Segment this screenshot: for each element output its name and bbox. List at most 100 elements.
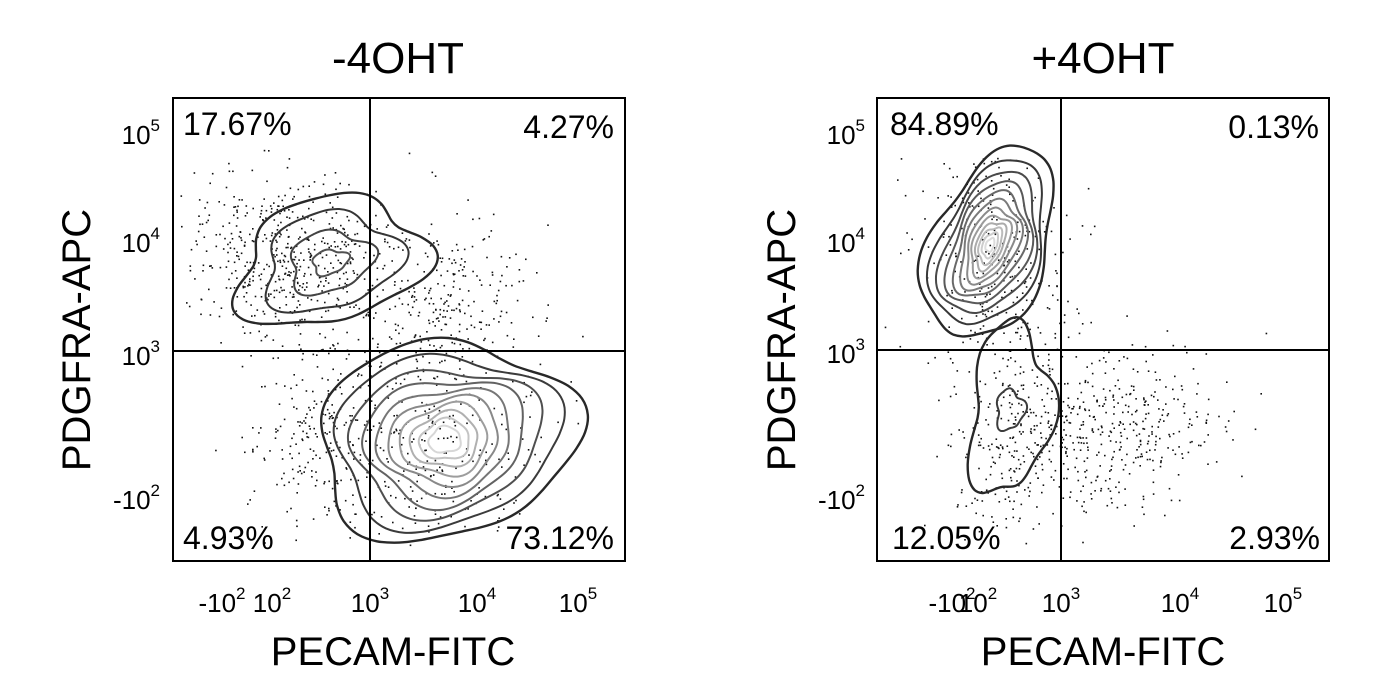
event-dot [1014, 419, 1017, 421]
event-dot [1142, 427, 1144, 430]
event-dot [1052, 512, 1054, 515]
event-dot [1022, 431, 1024, 433]
event-dot [1111, 502, 1113, 504]
event-dot [443, 309, 445, 312]
event-dot [484, 337, 486, 340]
event-dot [490, 230, 493, 232]
event-dot [437, 317, 439, 319]
event-dot [1088, 409, 1090, 412]
event-dot [219, 233, 221, 236]
event-dot [974, 391, 976, 394]
quadrant-ur-percent: 4.27% [523, 109, 614, 145]
event-dot [1003, 332, 1005, 334]
event-dot [995, 377, 997, 379]
event-dot [391, 388, 394, 390]
event-dot [478, 217, 481, 220]
event-dot [1118, 388, 1121, 390]
event-dot [461, 299, 464, 302]
event-dot [394, 323, 397, 326]
event-dot [340, 479, 342, 482]
event-dot [279, 307, 281, 309]
event-dot [386, 458, 388, 460]
event-dot [1011, 390, 1014, 392]
event-dot [297, 282, 299, 285]
event-dot [947, 351, 950, 353]
event-dot [348, 219, 350, 222]
event-dot [399, 429, 401, 432]
event-dot [395, 329, 397, 331]
event-dot [505, 284, 507, 287]
event-dot [353, 451, 356, 454]
x-tick-label: 105 [559, 584, 597, 618]
event-dot [998, 447, 1000, 450]
event-dot [949, 357, 952, 360]
event-dot [376, 444, 378, 447]
event-dot [294, 256, 297, 258]
event-dot [1119, 431, 1122, 434]
event-dot [1124, 404, 1127, 407]
event-dot [1138, 433, 1141, 435]
event-dot [327, 271, 329, 273]
event-dot [1025, 268, 1027, 270]
event-dot [349, 262, 352, 265]
event-dot [351, 257, 353, 259]
event-dot [385, 226, 388, 228]
event-dot [248, 283, 250, 286]
event-dot [425, 449, 427, 452]
event-dot [976, 499, 979, 501]
event-dot [207, 219, 209, 222]
event-dot [367, 311, 369, 314]
contour-level [319, 336, 590, 544]
event-dot [1009, 406, 1012, 409]
event-dot [220, 307, 223, 309]
event-dot [1082, 437, 1084, 439]
event-dot [1033, 428, 1036, 431]
event-dot [344, 282, 346, 285]
event-dot [209, 265, 211, 267]
event-dot [339, 248, 342, 250]
event-dot [1061, 446, 1063, 449]
event-dot [293, 296, 295, 298]
y-tick-label: -102 [113, 481, 160, 515]
event-dot [961, 489, 963, 491]
event-dot [388, 336, 391, 338]
event-dot [1082, 401, 1085, 403]
event-dot [500, 310, 503, 313]
event-dot [439, 466, 441, 469]
event-dot [309, 252, 312, 255]
event-dot [1145, 451, 1148, 453]
event-dot [429, 344, 431, 346]
event-dot [267, 298, 269, 301]
event-dot [252, 228, 254, 230]
event-dot [330, 245, 332, 247]
event-dot [319, 457, 321, 459]
event-dot [1226, 381, 1228, 383]
event-dot [343, 243, 346, 246]
contour-level [984, 236, 996, 253]
event-dot [1082, 423, 1085, 426]
event-dot [1030, 432, 1033, 434]
event-dot [1071, 408, 1073, 410]
event-dot [534, 453, 536, 456]
event-dot [283, 254, 286, 257]
event-dot [346, 278, 349, 280]
event-dot [1034, 235, 1037, 238]
event-dot [227, 243, 229, 246]
event-dot [180, 195, 183, 197]
event-dot [978, 395, 981, 398]
event-dot [1098, 405, 1101, 407]
event-dot [1061, 415, 1064, 417]
event-dot [1080, 391, 1083, 394]
event-dot [1076, 308, 1078, 310]
event-dot [1062, 438, 1065, 441]
event-dot [346, 331, 348, 334]
event-dot [977, 444, 980, 447]
event-dot [336, 480, 338, 482]
event-dot [1085, 511, 1087, 514]
event-dot [331, 217, 334, 219]
event-dot [499, 280, 502, 283]
event-dot [523, 464, 525, 466]
event-dot [1015, 331, 1017, 334]
event-dot [1112, 456, 1114, 459]
event-dot [547, 224, 549, 226]
